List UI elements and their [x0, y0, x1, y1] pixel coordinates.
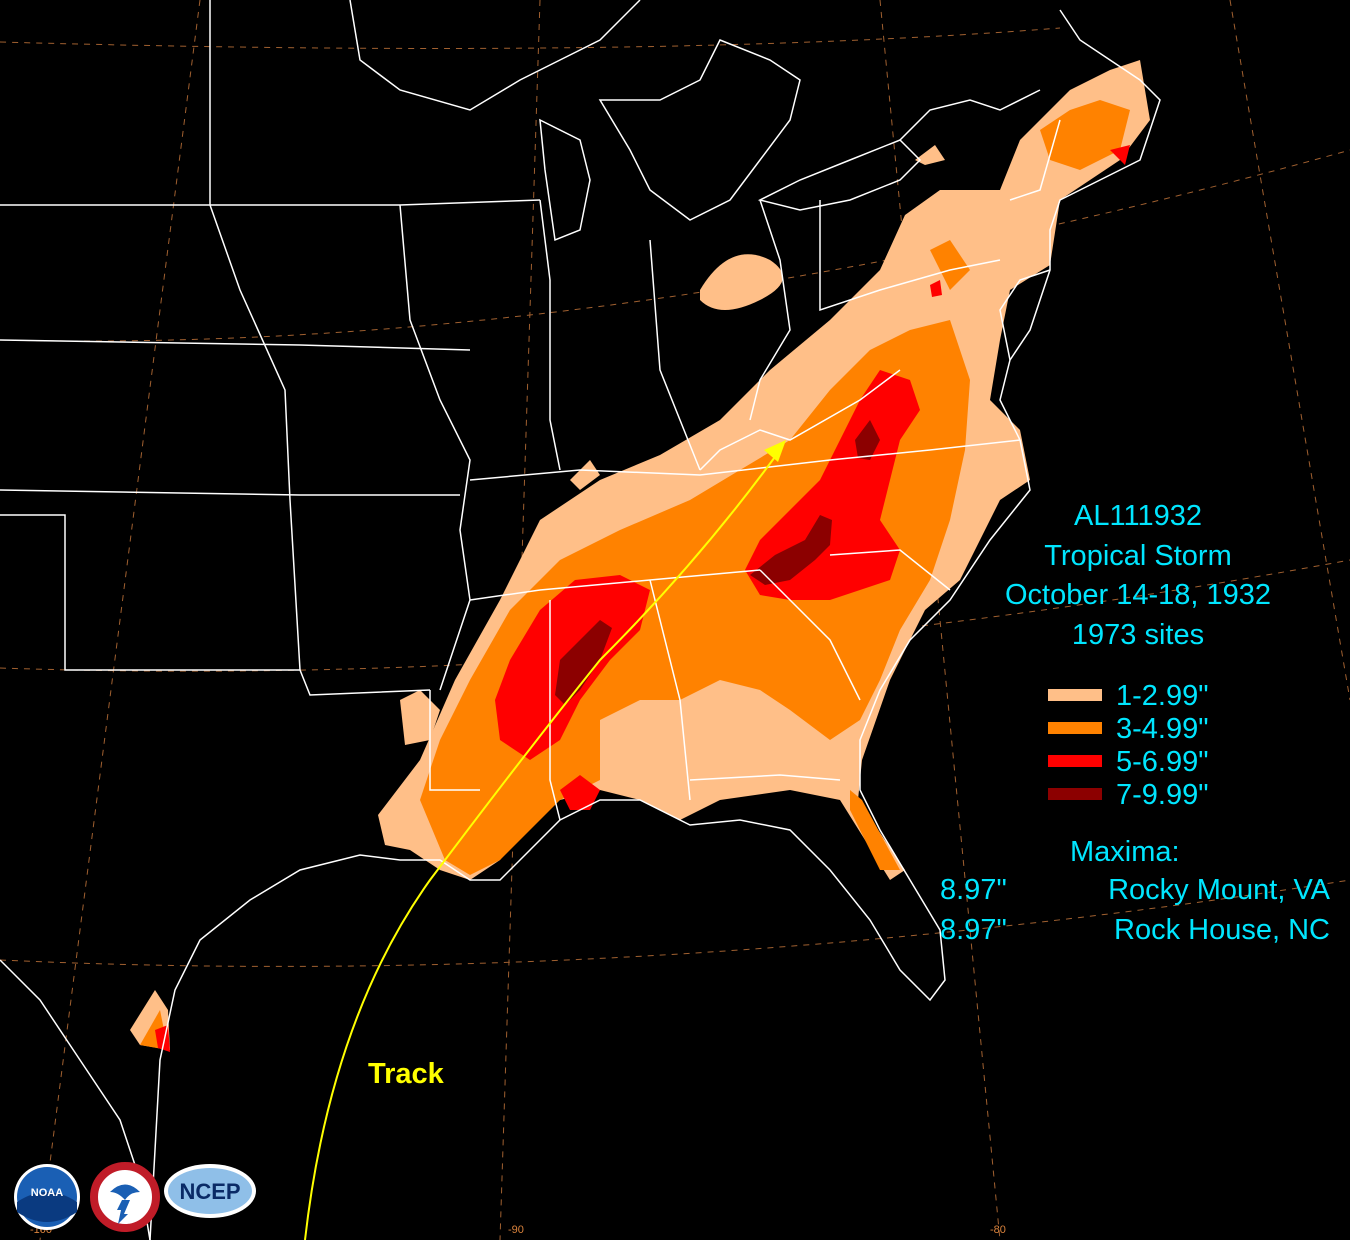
storm-id: AL111932	[1074, 500, 1202, 532]
maxima-location: Rocky Mount, VA	[1108, 874, 1330, 906]
legend-item: 5-6.99"	[1048, 746, 1268, 778]
track-label: Track	[368, 1058, 444, 1090]
maxima-heading: Maxima:	[1070, 836, 1180, 868]
storm-type: Tropical Storm	[1044, 540, 1232, 572]
boundaries	[0, 0, 1161, 1240]
legend-swatch	[1048, 689, 1102, 701]
maxima-row: 8.97" Rocky Mount, VA	[940, 874, 1340, 908]
maxima-value: 8.97"	[940, 914, 1007, 946]
svg-text:NCEP: NCEP	[179, 1179, 240, 1204]
storm-track	[304, 449, 781, 1240]
legend-label: 5-6.99"	[1116, 746, 1209, 778]
track-arrowhead	[764, 440, 786, 462]
maxima-value: 8.97"	[940, 874, 1007, 906]
legend-swatch	[1048, 755, 1102, 767]
maxima-location: Rock House, NC	[1114, 914, 1330, 946]
ncep-logo: NCEP	[164, 1164, 256, 1218]
legend-swatch	[1048, 722, 1102, 734]
maxima-row: 8.97" Rock House, NC	[940, 914, 1340, 948]
legend-swatch	[1048, 788, 1102, 800]
storm-dates: October 14-18, 1932	[1004, 579, 1272, 611]
longitude-tick: -90	[508, 1224, 524, 1236]
nws-logo	[90, 1162, 160, 1232]
legend-item: 7-9.99"	[1048, 779, 1268, 811]
site-count: 1973 sites	[1071, 619, 1205, 651]
svg-text:NOAA: NOAA	[31, 1187, 63, 1199]
legend-item: 3-4.99"	[1048, 713, 1268, 745]
legend-label: 1-2.99"	[1116, 680, 1209, 712]
legend-item: 1-2.99"	[1048, 680, 1268, 712]
longitude-tick: -80	[990, 1224, 1006, 1236]
rainfall-7-9.99	[555, 420, 880, 705]
legend-label: 7-9.99"	[1116, 779, 1209, 811]
noaa-logo: NOAA	[14, 1164, 80, 1230]
legend-label: 3-4.99"	[1116, 713, 1209, 745]
